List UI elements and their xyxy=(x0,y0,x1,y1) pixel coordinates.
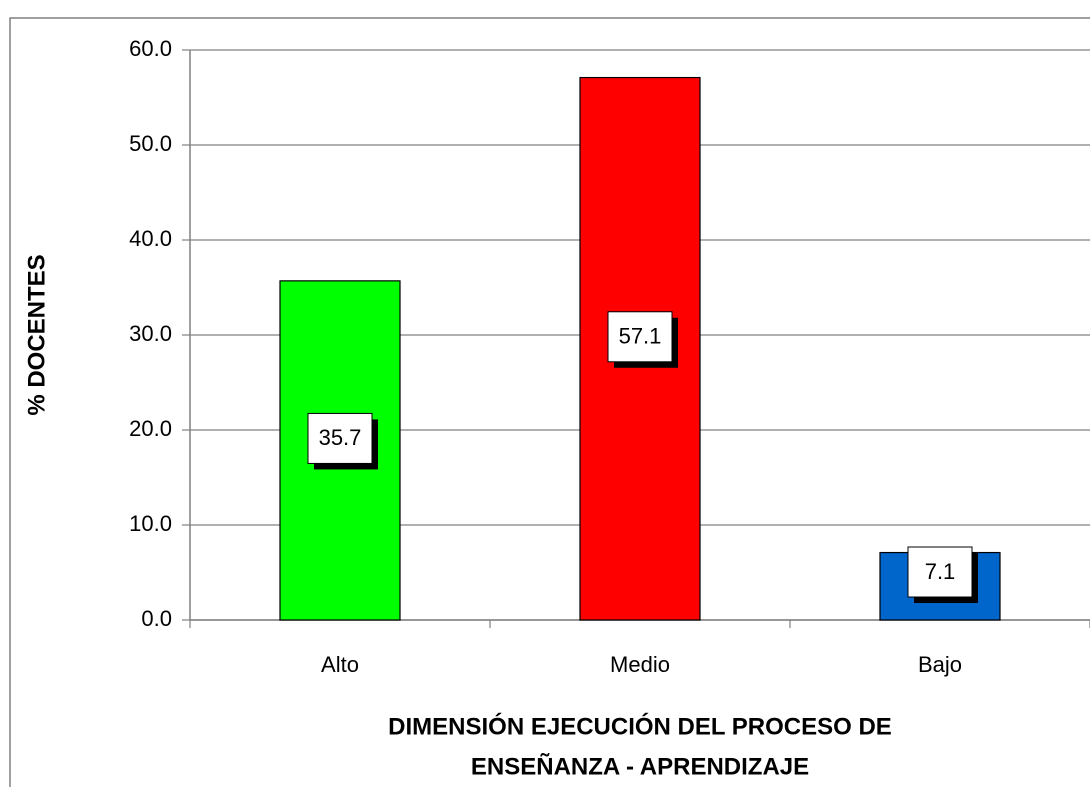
y-tick-label: 30.0 xyxy=(129,321,172,346)
y-tick-label: 0.0 xyxy=(141,606,172,631)
y-tick-label: 40.0 xyxy=(129,226,172,251)
y-tick-label: 50.0 xyxy=(129,131,172,156)
value-label: 57.1 xyxy=(619,324,662,349)
value-label-box xyxy=(907,546,973,598)
x-tick-label: Bajo xyxy=(918,652,962,677)
value-label-box xyxy=(607,311,673,363)
x-axis-title: DIMENSIÓN EJECUCIÓN DEL PROCESO DE xyxy=(388,712,892,740)
y-axis-title: % DOCENTES xyxy=(23,254,50,415)
y-tick-label: 60.0 xyxy=(129,36,172,61)
x-tick-label: Alto xyxy=(321,652,359,677)
y-tick-label: 10.0 xyxy=(129,511,172,536)
y-tick-label: 20.0 xyxy=(129,416,172,441)
value-label: 7.1 xyxy=(925,559,956,584)
value-label-box xyxy=(307,412,373,464)
x-tick-label: Medio xyxy=(610,652,670,677)
x-axis-title: ENSEÑANZA - APRENDIZAJE xyxy=(471,752,809,780)
value-label: 35.7 xyxy=(319,425,362,450)
